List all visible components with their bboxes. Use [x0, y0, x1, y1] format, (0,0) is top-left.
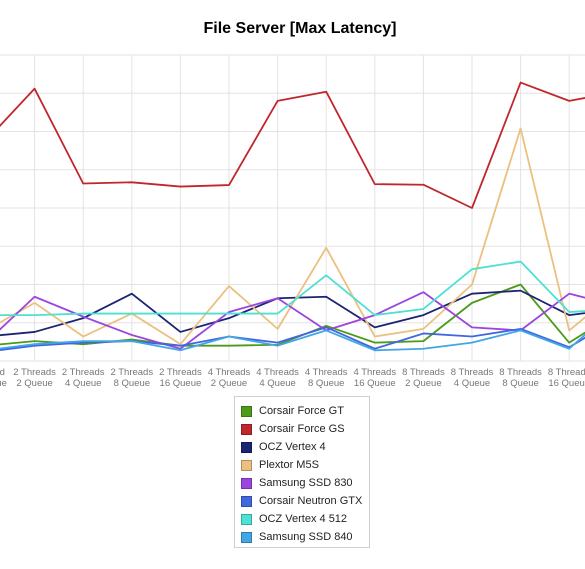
x-tick-label: 8 Queue — [114, 378, 150, 389]
legend-item[interactable]: Samsung SSD 840 — [241, 528, 369, 546]
legend-label: Samsung SSD 840 — [259, 531, 353, 543]
x-tick-label: 2 Threads — [159, 367, 202, 378]
legend-swatch — [241, 495, 252, 507]
legend-swatch — [241, 459, 252, 471]
series-line-plextor-m5s — [0, 127, 585, 346]
x-tick-label: 2 Queue — [211, 378, 247, 389]
x-tick-label: 2 Threads — [62, 367, 105, 378]
legend-label: Corsair Neutron GTX — [259, 495, 363, 507]
legend-item[interactable]: Plextor M5S — [241, 456, 369, 474]
legend-swatch — [241, 405, 252, 417]
series-line-ocz-vertex-4-512 — [0, 260, 585, 317]
x-tick-label: 8 Threads — [548, 367, 585, 378]
x-tick-label: 8 Queue — [308, 378, 344, 389]
x-tick-label: 4 Threads — [208, 367, 251, 378]
legend-item[interactable]: Samsung SSD 830 — [241, 474, 369, 492]
legend-item[interactable]: Corsair Force GT — [241, 402, 369, 420]
series-lines — [0, 81, 585, 352]
x-tick-label: 4 Queue — [65, 378, 101, 389]
series-line-corsair-force-gs — [0, 81, 585, 209]
legend-swatch — [241, 441, 252, 453]
x-tick-label: 2 Threads — [13, 367, 56, 378]
x-tick-label: 4 Queue — [259, 378, 295, 389]
legend-swatch — [241, 423, 252, 435]
legend-label: OCZ Vertex 4 512 — [259, 513, 348, 525]
x-tick-label: 8 Threads — [402, 367, 445, 378]
chart-title: File Server [Max Latency] — [203, 20, 397, 37]
x-tick-label: 16 Queue — [160, 378, 202, 389]
x-tick-label: 1 Thread — [0, 367, 5, 378]
legend-swatch — [241, 477, 252, 489]
series-line-corsair-neutron-gtx — [0, 326, 585, 351]
x-tick-label: 16 Queue — [548, 378, 585, 389]
legend-item[interactable]: Corsair Neutron GTX — [241, 492, 369, 510]
legend-swatch — [241, 531, 252, 543]
x-tick-label: 2 Threads — [110, 367, 153, 378]
x-tick-label: 8 Queue — [502, 378, 538, 389]
legend-item[interactable]: OCZ Vertex 4 512 — [241, 510, 369, 528]
legend-label: Corsair Force GT — [259, 405, 344, 417]
legend-label: Samsung SSD 830 — [259, 477, 353, 489]
x-tick-label: 4 Threads — [256, 367, 299, 378]
x-tick-label: 16 Queue — [354, 378, 396, 389]
legend-item[interactable]: Corsair Force GS — [241, 420, 369, 438]
x-tick-label: 16 Queue — [0, 378, 7, 389]
legend: Corsair Force GT Corsair Force GS OCZ Vert… — [234, 396, 370, 548]
legend-label: Corsair Force GS — [259, 423, 345, 435]
legend-swatch — [241, 513, 252, 525]
x-tick-label: 4 Threads — [353, 367, 396, 378]
legend-label: Plextor M5S — [259, 459, 319, 471]
x-tick-label: 8 Threads — [451, 367, 494, 378]
legend-item[interactable]: OCZ Vertex 4 — [241, 438, 369, 456]
x-tick-label: 2 Queue — [405, 378, 441, 389]
legend-label: OCZ Vertex 4 — [259, 441, 326, 453]
x-tick-label: 4 Threads — [305, 367, 348, 378]
x-tick-label: 8 Threads — [499, 367, 542, 378]
series-line-samsung-ssd-840 — [0, 329, 585, 352]
x-tick-label: 2 Queue — [16, 378, 52, 389]
x-tick-label: 4 Queue — [454, 378, 490, 389]
